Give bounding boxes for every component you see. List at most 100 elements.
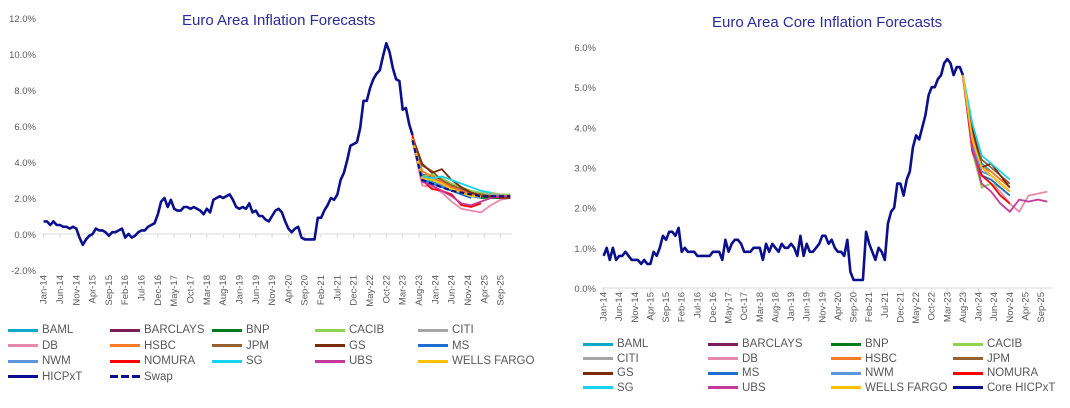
series-line-nomura bbox=[962, 74, 1011, 205]
legend-swatch bbox=[418, 359, 448, 363]
legend-swatch bbox=[315, 359, 345, 363]
x-tick-label: Apr-20 bbox=[833, 292, 844, 321]
y-tick-label: 1.0% bbox=[574, 244, 596, 255]
x-tick-label: Feb-16 bbox=[120, 275, 131, 305]
legend-item: SG bbox=[212, 355, 263, 367]
legend-item: UBS bbox=[708, 382, 766, 394]
series-line-swap bbox=[411, 140, 511, 198]
legend-label: Core HICPxT bbox=[987, 381, 1056, 394]
legend-swatch bbox=[315, 344, 345, 347]
legend-label: BAML bbox=[617, 338, 649, 350]
legend-item: GS bbox=[315, 340, 366, 352]
legend-label: UBS bbox=[742, 381, 766, 394]
legend-swatch bbox=[418, 344, 448, 347]
x-tick-label: Jun-19 bbox=[251, 275, 262, 304]
y-tick-label: 0.0% bbox=[574, 284, 596, 295]
legend-item: CITI bbox=[418, 324, 474, 336]
legend-label: CITI bbox=[452, 324, 474, 336]
legend-item: WELLS FARGO bbox=[831, 382, 947, 394]
x-tick-label: Nov-19 bbox=[817, 292, 828, 323]
legend-swatch bbox=[953, 342, 983, 346]
x-tick-label: Feb-21 bbox=[864, 292, 875, 322]
x-tick-label: Jun-19 bbox=[802, 292, 813, 321]
x-tick-label: Nov-19 bbox=[267, 275, 278, 306]
x-tick-label: May-22 bbox=[365, 275, 376, 307]
legend-item: BARCLAYS bbox=[708, 338, 803, 350]
x-tick-label: Dec-16 bbox=[153, 275, 164, 306]
x-tick-label: Jul-21 bbox=[880, 292, 891, 318]
legend-label: CITI bbox=[617, 352, 639, 365]
legend-label: Swap bbox=[144, 370, 173, 383]
y-tick-label: 0.0% bbox=[14, 230, 36, 241]
legend-label: BNP bbox=[246, 324, 270, 336]
legend-swatch bbox=[831, 371, 861, 375]
y-tick-label: 2.0% bbox=[574, 204, 596, 215]
y-tick-label: 3.0% bbox=[574, 164, 596, 175]
x-tick-label: Oct-17 bbox=[739, 292, 750, 321]
legend-item: SG bbox=[583, 382, 634, 394]
legend-swatch bbox=[8, 359, 38, 363]
x-tick-label: Aug-23 bbox=[958, 292, 969, 323]
series-line-ubs bbox=[962, 74, 1048, 213]
legend-label: NOMURA bbox=[987, 367, 1039, 379]
legend-item: CACIB bbox=[953, 338, 1022, 350]
legend-item: NWM bbox=[831, 367, 894, 379]
x-tick-label: Nov-14 bbox=[71, 275, 82, 306]
legend-swatch bbox=[110, 328, 140, 332]
legend-swatch bbox=[708, 371, 738, 375]
x-tick-label: Jul-16 bbox=[137, 275, 148, 301]
x-tick-label: Jan-24 bbox=[430, 275, 441, 304]
x-tick-label: Aug-18 bbox=[218, 275, 229, 306]
x-tick-label: Jun-14 bbox=[614, 292, 625, 321]
legend-label: MS bbox=[742, 367, 760, 379]
legend-label: BARCLAYS bbox=[742, 338, 803, 350]
legend-item: Core HICPxT bbox=[953, 382, 1055, 394]
x-tick-label: Jul-16 bbox=[692, 292, 703, 318]
x-tick-label: Mar-23 bbox=[398, 275, 409, 305]
legend-swatch bbox=[8, 375, 38, 378]
x-tick-label: Jul-21 bbox=[332, 275, 343, 301]
x-tick-label: Sep-25 bbox=[1036, 292, 1047, 323]
legend-swatch bbox=[831, 357, 861, 360]
x-tick-label: Oct-22 bbox=[381, 275, 392, 304]
legend-label: UBS bbox=[349, 355, 373, 367]
x-tick-label: Oct-17 bbox=[186, 275, 197, 304]
legend-item: UBS bbox=[315, 355, 373, 367]
legend-item: JPM bbox=[212, 340, 269, 352]
y-tick-label: 6.0% bbox=[574, 43, 596, 54]
legend-swatch bbox=[708, 357, 738, 360]
legend-item: Swap bbox=[110, 371, 173, 383]
legend-item: MS bbox=[708, 367, 759, 379]
legend-item: HSBC bbox=[110, 340, 176, 352]
x-tick-label: Dec-21 bbox=[895, 292, 906, 323]
legend-label: GS bbox=[617, 367, 634, 379]
legend-swatch bbox=[110, 375, 140, 378]
legend-label: SG bbox=[246, 355, 263, 367]
legend-label: BNP bbox=[865, 338, 889, 350]
x-tick-label: Sep-15 bbox=[661, 292, 672, 323]
legend-swatch bbox=[110, 344, 140, 347]
legend-swatch bbox=[708, 386, 738, 389]
legend-swatch bbox=[831, 386, 861, 389]
x-tick-label: Mar-23 bbox=[942, 292, 953, 322]
x-tick-label: Mar-18 bbox=[755, 292, 766, 322]
legend-label: WELLS FARGO bbox=[452, 355, 535, 367]
x-tick-label: Jan-14 bbox=[39, 275, 50, 304]
legend-swatch bbox=[953, 357, 983, 360]
x-tick-label: Jan-19 bbox=[234, 275, 245, 304]
y-tick-label: 4.0% bbox=[14, 158, 36, 169]
legend-label: SG bbox=[617, 381, 634, 394]
legend-item: GS bbox=[583, 367, 634, 379]
x-tick-label: Jun-24 bbox=[447, 275, 458, 304]
legend-item: BARCLAYS bbox=[110, 324, 205, 336]
x-tick-label: Sep-20 bbox=[849, 292, 860, 323]
x-tick-label: Nov-24 bbox=[463, 275, 474, 306]
legend-item: CITI bbox=[583, 353, 639, 365]
x-tick-label: Sep-20 bbox=[300, 275, 311, 306]
legend-label: JPM bbox=[246, 339, 269, 352]
legend-item: MS bbox=[418, 340, 469, 352]
legend-label: JPM bbox=[987, 352, 1010, 365]
right-chart-title: Euro Area Core Inflation Forecasts bbox=[712, 14, 943, 31]
x-tick-label: Apr-20 bbox=[283, 275, 294, 304]
